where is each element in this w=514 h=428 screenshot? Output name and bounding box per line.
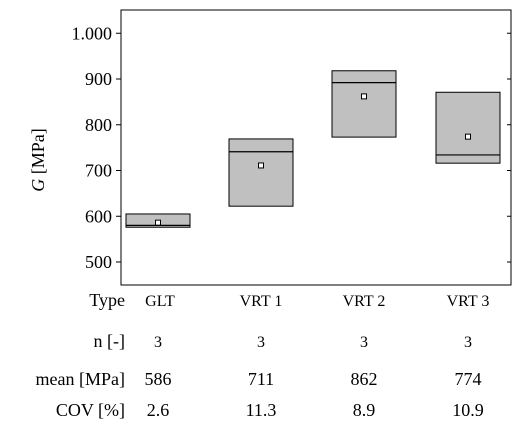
plot-area <box>120 9 512 286</box>
y-tick-label: 500 <box>85 252 112 272</box>
box-glt <box>125 213 191 228</box>
y-tick-label: 1.000 <box>72 23 113 43</box>
y-tick-label: 600 <box>85 206 112 226</box>
table-cell: VRT 2 <box>343 293 386 310</box>
table-row-label: COV [%] <box>56 400 125 420</box>
plot-frame <box>120 9 512 286</box>
table-cell: VRT 3 <box>447 293 490 310</box>
y-tick-label: 700 <box>85 161 112 181</box>
table-cell: 711 <box>248 369 274 389</box>
table-cell: 10.9 <box>452 400 484 420</box>
box-vrt-2 <box>331 70 397 138</box>
y-axis-label-unit: [MPa] <box>28 128 48 174</box>
box-vrt-3 <box>435 91 501 164</box>
table-cell: GLT <box>145 293 175 310</box>
mean-marker <box>155 219 161 226</box>
table-cell: 3 <box>464 334 472 351</box>
y-axis-label-symbol: G <box>28 179 48 192</box>
table-cell: 2.6 <box>147 400 170 420</box>
table-cell: 586 <box>145 369 172 389</box>
mean-marker <box>361 93 367 100</box>
table-cell: VRT 1 <box>240 293 283 310</box>
y-axis: 500 600 700 800 900 1.000 <box>72 23 511 272</box>
boxes <box>125 70 501 228</box>
box-vrt-1 <box>228 138 294 207</box>
table-cell: 862 <box>351 369 378 389</box>
table-cell: 11.3 <box>246 400 277 420</box>
box-rect <box>331 70 397 138</box>
table-cell: 3 <box>257 334 265 351</box>
mean-marker <box>258 162 264 169</box>
table-row: COV [%] 2.6 11.3 8.9 10.9 <box>56 400 484 420</box>
table-row-label: Type <box>89 290 125 310</box>
y-axis-label: G [MPa] <box>28 128 48 192</box>
table-row: n [-] 3 3 3 3 <box>94 331 472 351</box>
table-row-label: mean [MPa] <box>36 369 125 389</box>
table-cell: 8.9 <box>353 400 376 420</box>
y-tick-label: 900 <box>85 69 112 89</box>
stats-table: Type GLT VRT 1 VRT 2 VRT 3 n [-] 3 3 3 3 mean [MPa… <box>36 290 490 420</box>
mean-marker <box>465 133 471 140</box>
table-cell: 774 <box>455 369 482 389</box>
y-tick-label: 800 <box>85 115 112 135</box>
table-row: mean [MPa] 586 711 862 774 <box>36 369 482 389</box>
table-cell: 3 <box>360 334 368 351</box>
table-row: Type GLT VRT 1 VRT 2 VRT 3 <box>89 290 489 310</box>
box-rect <box>435 91 501 164</box>
box-rect <box>228 138 294 207</box>
table-cell: 3 <box>154 334 162 351</box>
table-row-label: n [-] <box>94 331 125 351</box>
